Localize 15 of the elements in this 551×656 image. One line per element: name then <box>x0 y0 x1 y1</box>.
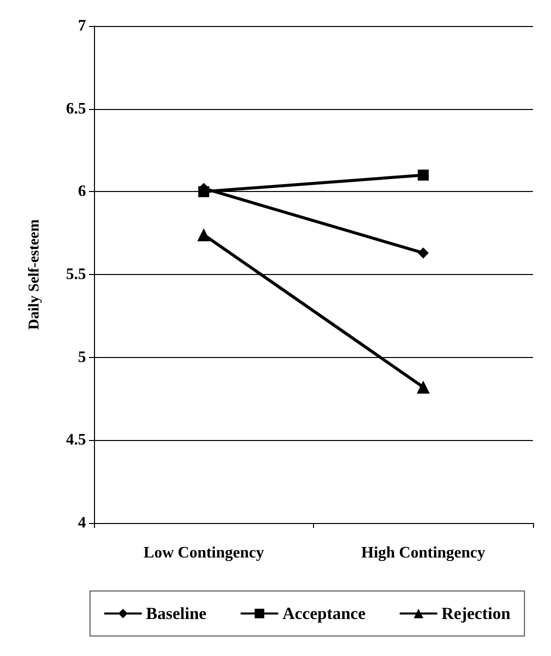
x-tick-label: Low Contingency <box>144 544 264 562</box>
legend-label: Rejection <box>442 604 511 623</box>
y-tick-label: 6.5 <box>66 100 86 118</box>
legend-label: Baseline <box>146 604 207 623</box>
y-tick-label: 7 <box>78 18 86 34</box>
point <box>418 170 429 181</box>
point <box>418 247 429 258</box>
x-tick-label: High Contingency <box>361 544 486 562</box>
y-tick-label: 4 <box>78 514 86 532</box>
y-tick-label: 5 <box>78 348 86 366</box>
y-axis-title: Daily Self-esteem <box>26 218 42 330</box>
legend-label: Acceptance <box>282 604 366 623</box>
y-tick-label: 4.5 <box>66 432 86 449</box>
y-tick-label: 6 <box>78 183 86 200</box>
y-tick-label: 5.5 <box>66 266 86 283</box>
